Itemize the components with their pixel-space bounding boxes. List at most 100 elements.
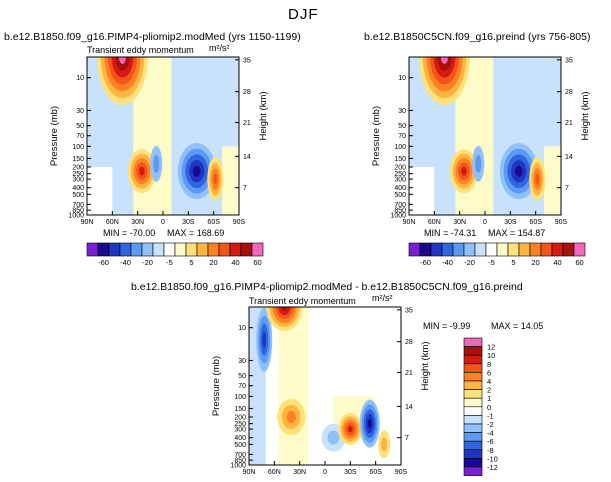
plot-3: 90N 60N 30N 0 30S 60S 90S103050701001502002503… (211, 306, 431, 476)
x-tick-label: 90N (81, 219, 94, 226)
y-tick-label: 100 (72, 144, 84, 151)
bg-positive-south (544, 146, 561, 215)
colorbar-swatch (174, 242, 187, 257)
colorbar-swatch (130, 242, 143, 257)
panel3-min-label: MIN = -9.99 (423, 321, 471, 331)
panel3-left-label: Transient eddy momentum (249, 296, 356, 306)
x-tick-label: 60N (428, 219, 441, 226)
x-tick-label: 30S (182, 219, 195, 226)
colorbar-label: -40 (120, 258, 131, 267)
strat-max-level-6 (118, 57, 127, 64)
colorbar-label: -4 (487, 429, 494, 438)
y-tick-label: 850 (234, 458, 246, 465)
strat-max-level-6 (440, 57, 449, 64)
x-tick-label: 60N (106, 219, 119, 226)
plot-2: 90N 60N 30N 0 30S 60S 90S103050701001502002503… (371, 56, 591, 226)
colorbar-label: 40 (231, 258, 239, 267)
colorbar-swatch (163, 242, 176, 257)
colorbar-swatch (463, 397, 483, 408)
y2-tick-label: 14 (405, 404, 413, 411)
colorbar-swatch (141, 242, 154, 257)
colorbar-top-right: -60 -40 -20 -5 5 20 40 60 (408, 242, 586, 267)
colorbar-label: 8 (487, 360, 491, 369)
colorbar-swatch (463, 380, 483, 390)
colorbar-label: -40 (442, 258, 453, 267)
page-title: DJF (288, 6, 319, 23)
x-tick-label: 30S (344, 469, 357, 476)
colorbar-swatch (463, 423, 483, 433)
y-tick-label: 50 (238, 373, 246, 380)
y2-tick-label: 35 (565, 57, 573, 64)
panel1-max-label: MAX = 168.69 (167, 228, 225, 238)
colorbar-swatch (573, 242, 586, 257)
y2-tick-label: 7 (565, 185, 569, 192)
colorbar-label: 1 (487, 394, 491, 403)
y2-tick-label: 14 (243, 154, 251, 161)
y-tick-label: 200 (394, 165, 406, 172)
colorbar-swatch (474, 242, 487, 257)
x-tick-label: 90S (395, 469, 408, 476)
colorbar-swatch (463, 346, 483, 356)
y-tick-label: 10 (238, 325, 246, 332)
colorbar-swatch (463, 466, 483, 476)
colorbar-swatch (507, 242, 520, 257)
y-tick-label: 850 (394, 208, 406, 215)
np-min-level-3 (262, 331, 267, 348)
colorbar-label: -6 (487, 437, 494, 446)
y-tick-label: 1000 (68, 213, 84, 220)
x-tick-label: 60N (268, 469, 281, 476)
tropic-min-level-1 (153, 154, 160, 173)
panel1-min-label: MIN = -70.00 (103, 228, 156, 238)
panel3-units: m²/s² (372, 293, 393, 303)
colorbar-swatch (529, 242, 542, 257)
y-tick-label: 250 (72, 171, 84, 178)
y-tick-label: 10 (76, 75, 84, 82)
panel1-units: m²/s² (209, 43, 230, 53)
colorbar-label: 0 (487, 403, 491, 412)
y2-axis-title: Height (km) (420, 341, 431, 390)
y-tick-label: 150 (394, 156, 406, 163)
colorbar-swatch (108, 242, 121, 257)
x-tick-label: 30S (504, 219, 517, 226)
y-tick-label: 200 (234, 415, 246, 422)
colorbar-label: 5 (189, 258, 193, 267)
x-tick-label: 60S (207, 219, 220, 226)
colorbar-label: 12 (487, 343, 495, 352)
tropic-min-level-1 (475, 154, 482, 173)
colorbar-swatch (452, 242, 465, 257)
y-axis-title: Pressure (mb) (371, 106, 382, 166)
y-tick-label: 500 (394, 192, 406, 199)
y-axis-title: Pressure (mb) (211, 356, 222, 416)
colorbar-label: -2 (487, 420, 494, 429)
colorbar-label: 6 (487, 368, 491, 377)
panel1-left-label: Transient eddy momentum (87, 45, 194, 55)
y2-tick-label: 21 (565, 120, 573, 127)
bg-positive-south (222, 146, 239, 215)
y-tick-label: 150 (72, 156, 84, 163)
colorbar-label: -12 (487, 463, 498, 472)
x-tick-label: 0 (161, 219, 165, 226)
colorbar-swatch (551, 242, 564, 257)
y-tick-label: 500 (72, 192, 84, 199)
y-tick-label: 400 (72, 185, 84, 192)
x-tick-label: 90S (555, 219, 568, 226)
bg-positive-band (278, 307, 309, 465)
nh-trop-max-level-4 (139, 166, 145, 176)
panel3-title: b.e12.B1850.f09_g16.PIMP4-pliomip2.modMe… (131, 281, 523, 293)
y-tick-label: 300 (394, 177, 406, 184)
colorbar-swatch (463, 432, 483, 442)
colorbar-swatch (419, 242, 432, 257)
colorbar-label: 40 (553, 258, 561, 267)
trop-diff-min-level-1 (327, 430, 340, 445)
y-tick-label: 400 (234, 435, 246, 442)
y-tick-label: 100 (394, 144, 406, 151)
y-tick-label: 1000 (390, 213, 406, 220)
plot-1-field (87, 57, 239, 215)
colorbar-label: 20 (531, 258, 539, 267)
y-tick-label: 70 (76, 133, 84, 140)
y-tick-label: 150 (234, 406, 246, 413)
colorbar-swatch (496, 242, 509, 257)
plot-2-field (409, 57, 561, 215)
y-tick-label: 70 (238, 383, 246, 390)
bg-white-north (87, 167, 113, 215)
